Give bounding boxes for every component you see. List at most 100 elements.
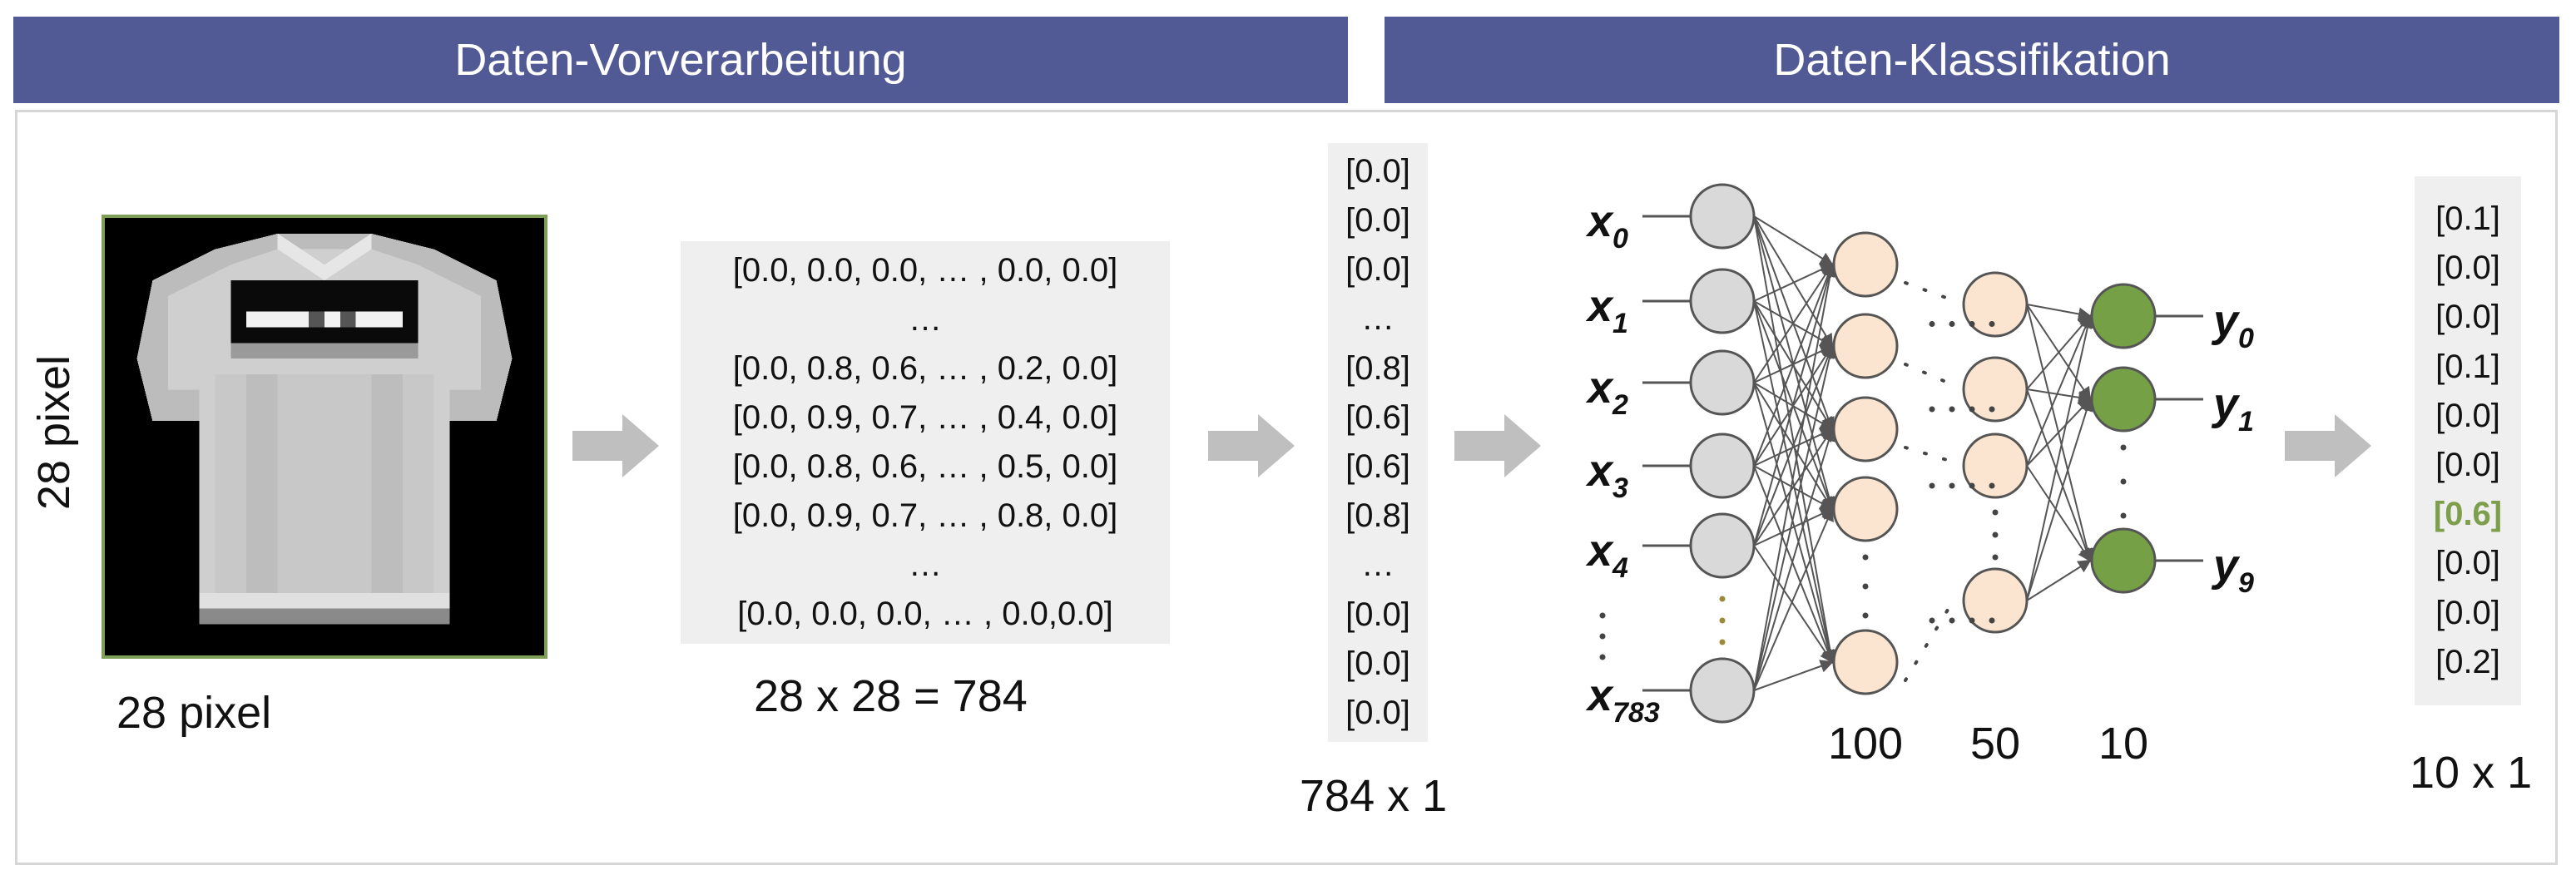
ellipsis-dot xyxy=(1969,321,1975,327)
input-label: x0 xyxy=(1585,196,1628,255)
pixel-matrix: [0.0, 0.0, 0.0, … , 0.0, 0.0] … [0.0, 0.8,… xyxy=(681,241,1170,644)
input-label: x2 xyxy=(1585,363,1628,421)
ellipsis-dot xyxy=(1599,633,1606,640)
output-entry: [0.1] xyxy=(2435,200,2500,237)
network-edge xyxy=(1753,344,1835,546)
vector-entry: [0.0] xyxy=(1345,201,1410,239)
matrix-row: [0.0, 0.8, 0.6, … , 0.5, 0.0] xyxy=(732,448,1118,485)
hidden-neuron xyxy=(1962,271,2029,338)
vector-entry: [0.8] xyxy=(1345,349,1410,387)
vector-entry: [0.0] xyxy=(1345,695,1410,732)
hidden-neuron xyxy=(1962,356,2029,423)
output-entry: [0.0] xyxy=(2435,594,2500,631)
hidden-neuron xyxy=(1832,396,1899,462)
arrow-right-icon xyxy=(1454,414,1541,477)
network-edge xyxy=(2026,465,2092,562)
network-edge xyxy=(2026,388,2093,562)
hidden-neuron xyxy=(1962,567,2029,634)
matrix-row: [0.0, 0.9, 0.7, … , 0.8, 0.0] xyxy=(732,497,1118,534)
vector-entry: [0.6] xyxy=(1345,448,1410,485)
ellipsis-dots xyxy=(1904,363,1957,388)
network-edge xyxy=(1753,263,1834,302)
vector-entry: [0.6] xyxy=(1345,398,1410,436)
diagram-frame xyxy=(15,110,2558,865)
network-edge xyxy=(1753,660,1834,691)
output-label: y9 xyxy=(2211,541,2254,599)
matrix-size-label: 28 x 28 = 784 xyxy=(754,671,1028,721)
output-label: y0 xyxy=(2211,296,2254,354)
input-neuron xyxy=(1689,268,1756,334)
ellipsis-dot xyxy=(1929,406,1935,413)
vector-entry: [0.8] xyxy=(1345,497,1410,535)
vector-entry: [0.0] xyxy=(1345,596,1410,633)
network-edge xyxy=(2026,314,2092,467)
hidden-neuron xyxy=(1832,231,1899,298)
tshirt-image xyxy=(102,215,547,659)
ellipsis-dot xyxy=(1599,654,1606,660)
ellipsis-dot xyxy=(1949,617,1955,624)
ellipsis-dot xyxy=(1929,482,1935,489)
output-label: y1 xyxy=(2211,379,2254,438)
ellipsis-dot xyxy=(1719,617,1726,624)
hidden-neuron xyxy=(1832,313,1899,379)
input-label: x783 xyxy=(1585,670,1660,729)
network-edge xyxy=(2026,398,2092,467)
network-edge xyxy=(2026,304,2092,321)
vector-entry: [0.0] xyxy=(1345,251,1410,289)
output-entry: [0.2] xyxy=(2435,643,2500,680)
ellipsis-dot xyxy=(1719,639,1726,645)
layer-size-label: 10 xyxy=(2098,719,2148,765)
arrow-right-icon xyxy=(1208,414,1295,477)
layer-size-label: 100 xyxy=(1828,719,1903,765)
ellipsis-dot xyxy=(2120,444,2127,451)
input-label: x3 xyxy=(1585,446,1628,504)
ellipsis-dot xyxy=(1949,482,1955,489)
ellipsis-dot xyxy=(2120,512,2127,519)
matrix-row: … xyxy=(909,546,942,583)
ellipsis-dots xyxy=(1904,281,1957,303)
output-entry: [0.6] xyxy=(2433,496,2503,533)
hidden-neuron xyxy=(1832,629,1899,695)
flattened-vector: [0.0] [0.0] [0.0] … [0.8] [0.6] [0.6] [0.8] … [0.… xyxy=(1328,143,1428,742)
vector-entry: [0.0] xyxy=(1345,645,1410,682)
network-edge xyxy=(1753,507,1834,546)
input-neuron xyxy=(1689,183,1756,250)
ellipsis-dot xyxy=(1599,612,1606,619)
network-edge xyxy=(1753,507,1834,691)
ellipsis-dot xyxy=(1989,406,1995,413)
network-edge xyxy=(1753,215,1837,664)
layer-size-label: 50 xyxy=(1970,719,2020,765)
ellipsis-dot xyxy=(1969,617,1975,624)
ellipsis-dot xyxy=(1862,554,1869,561)
ellipsis-dot xyxy=(1992,509,1999,516)
matrix-row: … xyxy=(909,301,942,338)
image-width-label: 28 pixel xyxy=(116,688,272,738)
network-edge xyxy=(1753,428,1834,546)
network-edge xyxy=(1753,263,1834,383)
output-entry: [0.0] xyxy=(2435,447,2500,483)
output-size-label: 10 x 1 xyxy=(2410,748,2533,798)
header-classification: Daten-Klassifikation xyxy=(1385,17,2559,103)
matrix-row: [0.0, 0.0, 0.0, … , 0.0, 0.0] xyxy=(732,252,1118,289)
ellipsis-dots xyxy=(1904,446,1957,464)
ellipsis-dot xyxy=(1989,617,1995,624)
output-vector: [0.1] [0.0] [0.0] [0.1] [0.0] [0.0] [0.6] [0.0]… xyxy=(2415,176,2521,705)
ellipsis-dot xyxy=(1949,321,1955,327)
ellipsis-dot xyxy=(1719,596,1726,602)
matrix-row: [0.0, 0.8, 0.6, … , 0.2, 0.0] xyxy=(732,350,1118,387)
header-preprocessing-title: Daten-Vorverarbeitung xyxy=(454,35,907,85)
network-edge xyxy=(2026,314,2092,390)
image-height-label: 28 pixel xyxy=(29,354,79,511)
input-label: x4 xyxy=(1585,526,1628,584)
ellipsis-dot xyxy=(1862,612,1869,619)
output-neuron xyxy=(2090,366,2157,433)
network-edge xyxy=(1753,215,1834,348)
network-edge xyxy=(1753,215,1834,266)
network-edge xyxy=(1753,382,1835,664)
ellipsis-dot xyxy=(1969,406,1975,413)
matrix-row: [0.0, 0.0, 0.0, … , 0.0,0.0] xyxy=(737,596,1113,632)
ellipsis-dots xyxy=(1904,596,1957,682)
network-edge xyxy=(2026,398,2093,601)
input-neuron xyxy=(1689,433,1756,499)
output-neuron xyxy=(2090,527,2157,594)
